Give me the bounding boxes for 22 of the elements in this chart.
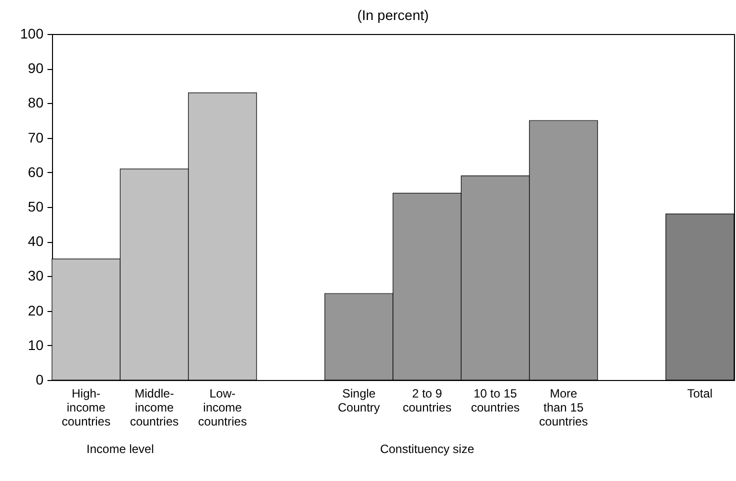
y-tick-label: 100: [20, 26, 44, 42]
text: Income level: [86, 442, 154, 456]
x-tick-label: Single Country: [338, 386, 380, 414]
x-tick-label: More than 15 countries: [539, 386, 588, 428]
x-tick-label: Total: [687, 386, 713, 400]
x-tick-label: Middle-income countries: [130, 386, 179, 428]
y-tick-label: 70: [28, 129, 44, 146]
x-tick-label: 10 to 15 countries: [470, 386, 520, 414]
y-tick-label: 30: [28, 268, 44, 284]
x-tick-label: Low-income countries: [198, 386, 247, 428]
y-tick-label: 50: [28, 198, 44, 214]
y-tick-label: 60: [28, 164, 44, 180]
y-tick-label: 90: [28, 60, 44, 76]
text: Constituency size: [380, 442, 474, 456]
y-tick-label: 10: [28, 336, 44, 353]
chart-title: (In percent): [357, 7, 429, 23]
y-tick-label: 40: [28, 233, 44, 250]
x-tick-label: 2 to 9 countries: [402, 386, 452, 414]
y-tick-label: 20: [28, 302, 44, 318]
y-tick-label: 0: [36, 372, 44, 388]
x-tick-label: High-income countries: [62, 386, 110, 428]
y-tick-label: 80: [28, 94, 44, 111]
